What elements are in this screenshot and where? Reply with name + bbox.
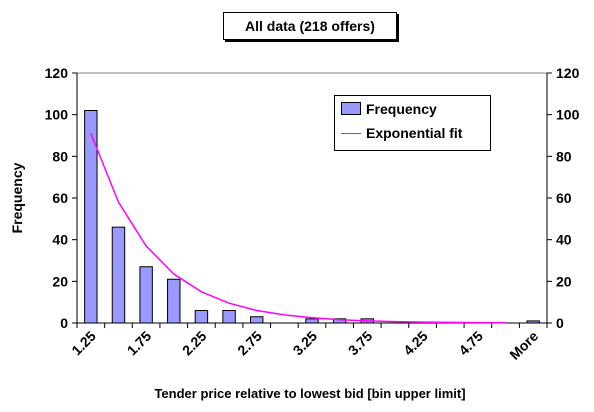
- legend-item-frequency: Frequency: [341, 101, 437, 117]
- x-axis-label: Tender price relative to lowest bid [bin…: [154, 386, 466, 401]
- x-tick-label: 2.25: [179, 328, 210, 359]
- x-tick-label: 2.75: [234, 328, 265, 359]
- bar: [305, 318, 319, 324]
- y-tick-label-left: 100: [45, 107, 69, 123]
- y-tick-label-left: 80: [52, 148, 68, 164]
- y-axis-label: Frequency: [9, 162, 25, 233]
- y-tick-label-right: 60: [556, 190, 572, 206]
- legend-item-exponential-fit: Exponential fit: [341, 125, 462, 141]
- y-tick-label-left: 20: [52, 273, 68, 289]
- x-tick-label: More: [506, 328, 541, 363]
- legend-label-exponential-fit: Exponential fit: [366, 125, 463, 141]
- legend-label-frequency: Frequency: [366, 101, 437, 117]
- bar: [167, 278, 181, 324]
- y-tick-label-left: 60: [52, 190, 68, 206]
- chart-title: All data (218 offers): [223, 12, 397, 40]
- y-tick-label-right: 100: [556, 107, 580, 123]
- bar: [111, 226, 126, 324]
- y-tick-label-right: 0: [556, 315, 564, 331]
- x-tick-label: 4.75: [455, 328, 486, 359]
- legend-swatch-frequency: [341, 102, 361, 115]
- y-tick-label-right: 20: [556, 273, 572, 289]
- y-tick-label-right: 120: [556, 65, 580, 81]
- legend-swatch-exponential-fit: [341, 133, 361, 134]
- legend: Frequency Exponential fit: [334, 95, 491, 151]
- bar: [249, 316, 264, 324]
- x-tick-label: 4.25: [400, 328, 431, 359]
- y-tick-label-left: 0: [60, 315, 68, 331]
- x-tick-label: 1.25: [68, 328, 99, 359]
- bar: [222, 310, 236, 324]
- y-tick-label-right: 80: [556, 148, 572, 164]
- fit-line: [90, 133, 506, 324]
- x-tick-label: 1.75: [124, 328, 155, 359]
- bar: [194, 310, 209, 324]
- y-tick-label-left: 120: [45, 65, 69, 81]
- y-tick-label-left: 40: [52, 232, 68, 248]
- x-tick-label: 3.25: [290, 328, 321, 359]
- y-tick-label-right: 40: [556, 232, 572, 248]
- x-tick-label: 3.75: [345, 328, 376, 359]
- bar: [139, 266, 153, 324]
